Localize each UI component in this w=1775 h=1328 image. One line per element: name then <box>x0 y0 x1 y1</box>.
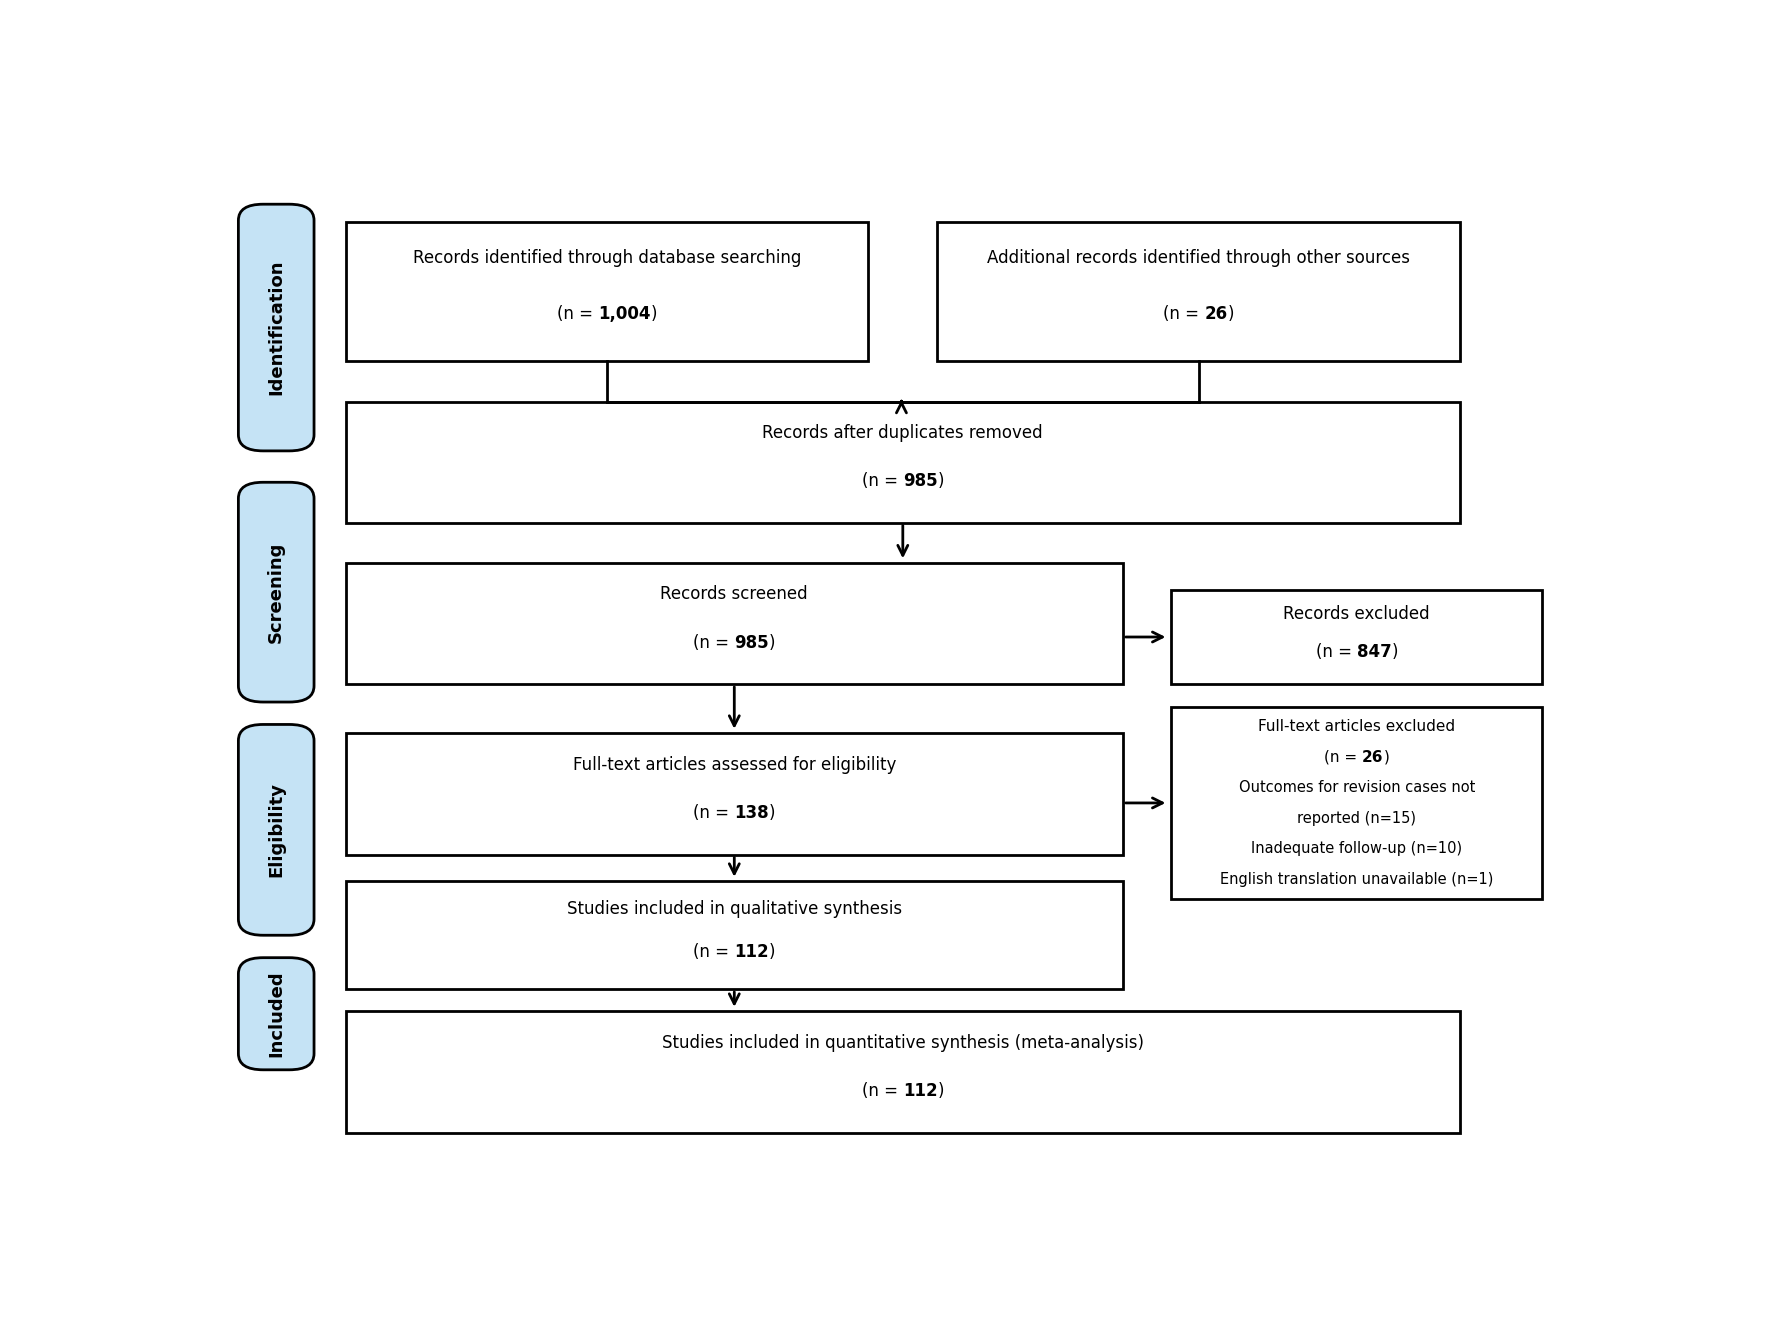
Text: 112: 112 <box>735 943 769 961</box>
Text: Outcomes for revision cases not: Outcomes for revision cases not <box>1239 780 1475 795</box>
Text: Inadequate follow-up (n=10): Inadequate follow-up (n=10) <box>1251 842 1463 857</box>
Text: ): ) <box>769 943 776 961</box>
Text: Studies included in qualitative synthesis: Studies included in qualitative synthesi… <box>566 900 902 919</box>
Text: Included: Included <box>268 971 286 1057</box>
Text: Studies included in quantitative synthesis (meta-analysis): Studies included in quantitative synthes… <box>662 1035 1143 1052</box>
Bar <box>346 1012 1459 1133</box>
Text: ): ) <box>651 305 657 323</box>
Text: Identification: Identification <box>268 260 286 396</box>
Text: Screening: Screening <box>268 542 286 643</box>
Text: English translation unavailable (n=1): English translation unavailable (n=1) <box>1219 872 1493 887</box>
FancyBboxPatch shape <box>238 482 314 703</box>
Bar <box>346 563 1124 684</box>
Text: (n =: (n = <box>1315 643 1356 661</box>
Text: Records identified through database searching: Records identified through database sear… <box>414 250 801 267</box>
Text: (n =: (n = <box>861 1082 903 1101</box>
Text: (n =: (n = <box>1163 305 1205 323</box>
Text: Records excluded: Records excluded <box>1283 606 1431 623</box>
Text: (n =: (n = <box>692 943 735 961</box>
Text: ): ) <box>1392 643 1399 661</box>
Bar <box>346 222 868 361</box>
Text: 112: 112 <box>903 1082 937 1101</box>
Text: 26: 26 <box>1205 305 1228 323</box>
Bar <box>346 401 1459 523</box>
Text: 138: 138 <box>735 805 769 822</box>
Text: (n =: (n = <box>1324 749 1361 765</box>
Text: Full-text articles excluded: Full-text articles excluded <box>1258 718 1456 734</box>
Text: 1,004: 1,004 <box>598 305 651 323</box>
Text: 847: 847 <box>1356 643 1392 661</box>
Text: Additional records identified through other sources: Additional records identified through ot… <box>987 250 1409 267</box>
FancyBboxPatch shape <box>238 725 314 935</box>
Text: ): ) <box>1228 305 1234 323</box>
Text: (n =: (n = <box>692 633 735 652</box>
Text: ): ) <box>937 1082 944 1101</box>
Text: ): ) <box>769 633 776 652</box>
Text: ): ) <box>769 805 776 822</box>
Text: 985: 985 <box>735 633 769 652</box>
Text: ): ) <box>937 473 944 490</box>
Bar <box>937 222 1459 361</box>
Text: reported (n=15): reported (n=15) <box>1298 811 1416 826</box>
FancyBboxPatch shape <box>238 957 314 1070</box>
Text: Full-text articles assessed for eligibility: Full-text articles assessed for eligibil… <box>573 756 896 774</box>
Bar <box>1172 590 1542 684</box>
Text: (n =: (n = <box>692 805 735 822</box>
Text: (n =: (n = <box>861 473 903 490</box>
Text: Records after duplicates removed: Records after duplicates removed <box>763 424 1044 442</box>
Text: Records screened: Records screened <box>660 586 808 603</box>
Bar <box>346 733 1124 854</box>
Text: ): ) <box>1383 749 1390 765</box>
Text: 26: 26 <box>1361 749 1383 765</box>
FancyBboxPatch shape <box>238 205 314 452</box>
Text: 985: 985 <box>903 473 937 490</box>
Text: Eligibility: Eligibility <box>268 782 286 878</box>
Text: (n =: (n = <box>557 305 598 323</box>
Bar <box>1172 706 1542 899</box>
Bar <box>346 882 1124 989</box>
